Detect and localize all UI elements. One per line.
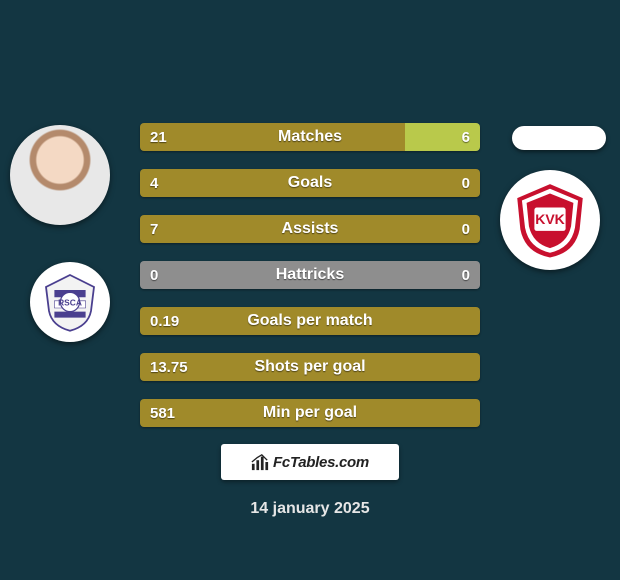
brand-badge: FcTables.com: [221, 444, 399, 480]
stat-bar-left: 0: [140, 261, 310, 289]
player-avatar-right-placeholder: [512, 126, 606, 150]
club-badge-right: KVK: [500, 170, 600, 270]
stats-bars: 216Matches40Goals70Assists00Hattricks0.1…: [140, 123, 480, 445]
stat-row: 581Min per goal: [140, 399, 480, 427]
bars-chart-icon: [251, 453, 269, 471]
stat-row: 70Assists: [140, 215, 480, 243]
kortrijk-crest-icon: KVK: [511, 181, 589, 259]
stat-row: 40Goals: [140, 169, 480, 197]
stat-value-right: 6: [452, 129, 480, 146]
svg-text:KVK: KVK: [535, 211, 565, 227]
stat-bar-right: 0: [310, 261, 480, 289]
stat-row: 13.75Shots per goal: [140, 353, 480, 381]
stat-bar-left: 581: [140, 399, 480, 427]
stat-bar-left: 4: [140, 169, 480, 197]
stat-bar-left: 7: [140, 215, 480, 243]
stat-row: 216Matches: [140, 123, 480, 151]
club-badge-left: RSCA: [30, 262, 110, 342]
player-avatar-left: [10, 125, 110, 225]
stat-value-left: 21: [140, 129, 177, 146]
stat-value-left: 581: [140, 405, 185, 422]
stat-bar-left: 13.75: [140, 353, 480, 381]
stat-bar-right: 6: [405, 123, 480, 151]
stat-bar-left: 0.19: [140, 307, 480, 335]
date-text: 14 january 2025: [0, 500, 620, 518]
brand-text: FcTables.com: [273, 454, 369, 471]
svg-text:RSCA: RSCA: [58, 298, 82, 308]
stat-value-right: 0: [452, 221, 480, 238]
stat-value-left: 4: [140, 175, 168, 192]
stat-value-right: 0: [452, 175, 480, 192]
stat-row: 0.19Goals per match: [140, 307, 480, 335]
stat-value-left: 7: [140, 221, 168, 238]
stat-value-left: 13.75: [140, 359, 198, 376]
stat-value-left: 0.19: [140, 313, 189, 330]
stat-value-left: 0: [140, 267, 168, 284]
stat-value-right: 0: [452, 267, 480, 284]
anderlecht-crest-icon: RSCA: [40, 272, 100, 332]
stat-bar-left: 21: [140, 123, 405, 151]
stat-row: 00Hattricks: [140, 261, 480, 289]
